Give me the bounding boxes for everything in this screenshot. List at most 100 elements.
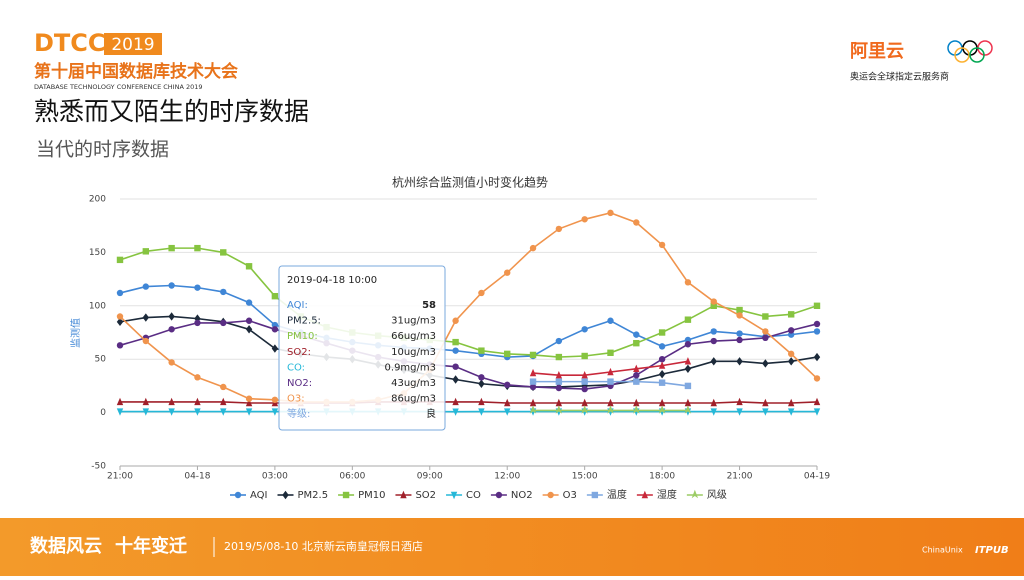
point [607,210,613,216]
point [788,351,794,357]
legend-label: 温度 [607,488,627,501]
point [504,269,510,275]
point [504,382,510,388]
x-tick-label: 21:00 [107,472,133,482]
tooltip-label: PM2.5: [287,316,321,327]
point [478,290,484,296]
point [117,313,123,319]
point [496,492,502,498]
point [659,242,665,248]
conference: 第十届中国数据库技术大会 [34,61,238,82]
logo-year: 2019 [111,35,154,55]
point [633,219,639,225]
point [452,363,458,369]
tooltip-label: 等级: [287,407,310,420]
point [581,326,587,332]
point [235,492,241,498]
point [762,335,768,341]
tooltip-value: 31ug/m3 [391,316,436,327]
point [556,385,562,391]
tooltip-label: PM10: [287,331,318,342]
point [556,354,562,360]
point [246,299,252,305]
tooltip-label: AQI: [287,300,308,311]
tooltip-value: 10ug/m3 [391,347,436,358]
point [343,492,349,498]
y-tick-label: -50 [91,462,106,472]
point [788,357,794,365]
point [168,245,174,251]
point [272,344,278,352]
point [194,320,200,326]
point [692,490,698,498]
point [633,331,639,337]
point [117,257,123,263]
point [452,347,458,353]
tooltip-label: O3: [287,394,305,405]
point [711,328,717,334]
legend-label: PM10 [358,490,385,501]
point [452,339,458,345]
tooltip-time: 2019-04-18 10:00 [287,275,377,286]
point [168,312,174,320]
point [788,327,794,333]
point [592,492,598,498]
point [581,216,587,222]
point [452,375,458,383]
point [220,289,226,295]
series [530,357,691,378]
point [736,337,742,343]
point [633,340,639,346]
sponsor: 阿里云 [850,41,904,62]
conference-en: DATABASE TECHNOLOGY CONFERENCE CHINA 201… [34,83,203,91]
point [117,290,123,296]
point [556,378,562,384]
point [246,325,252,333]
legend-label: CO [466,490,481,501]
x-tick-label: 06:00 [339,472,365,482]
point [685,357,691,364]
legend-label: O3 [563,490,577,501]
point [194,245,200,251]
point [685,279,691,285]
series [117,408,820,416]
x-tick-label: 12:00 [494,472,520,482]
tooltip-label: SO2: [287,347,311,358]
point [272,326,278,332]
legend-label: SO2 [415,490,436,501]
point [711,298,717,304]
point [659,343,665,349]
point [633,372,639,378]
point [762,328,768,334]
point [143,313,149,321]
point [659,370,665,378]
y-tick-label: 100 [89,301,106,311]
point [814,375,820,381]
point [530,378,536,384]
point [272,293,278,299]
x-tick-label: 21:00 [727,472,753,482]
tooltip-label: CO: [287,362,305,373]
point [194,284,200,290]
point [711,357,717,365]
y-tick-label: 150 [89,248,106,258]
y-tick-label: 50 [95,355,107,365]
y-tick-label: 0 [100,408,106,418]
footer-slogan: 数据风云 [30,535,102,557]
point [736,330,742,336]
point [478,347,484,353]
point [814,328,820,334]
point [685,365,691,373]
point [478,380,484,388]
point [581,353,587,359]
point [607,350,613,356]
point [788,311,794,317]
x-tick-label: 04-19 [804,472,830,482]
legend-label: NO2 [511,490,533,501]
point [246,396,252,402]
footer-partner: ChinaUnix [922,546,963,555]
